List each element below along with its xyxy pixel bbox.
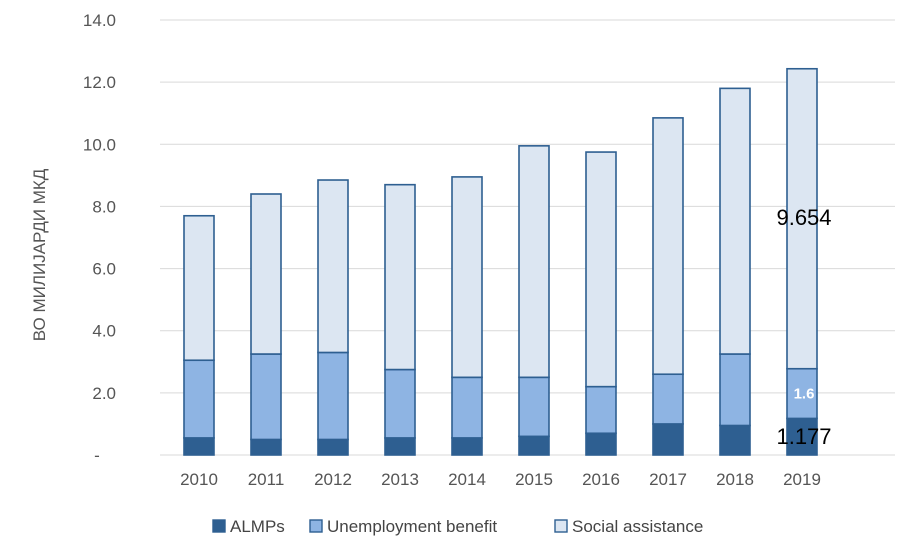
x-tick-label: 2018 bbox=[716, 470, 754, 489]
data-label: 1.177 bbox=[776, 424, 831, 449]
bar-segment-almps bbox=[250, 438, 282, 456]
x-tick-label: 2010 bbox=[180, 470, 218, 489]
y-tick-label: 12.0 bbox=[83, 73, 116, 92]
legend-label: Social assistance bbox=[572, 517, 703, 536]
y-tick-label: 4.0 bbox=[92, 322, 116, 341]
bar-segment-social-assistance bbox=[652, 117, 684, 376]
x-tick-label: 2013 bbox=[381, 470, 419, 489]
legend-swatch bbox=[554, 519, 568, 533]
legend-swatch bbox=[212, 519, 226, 533]
bar-segment-social-assistance bbox=[786, 67, 818, 370]
bar-segment-unemployment-benefit bbox=[451, 376, 483, 439]
x-tick-label: 2016 bbox=[582, 470, 620, 489]
y-tick-label: - bbox=[94, 446, 100, 465]
bar-segment-almps bbox=[384, 437, 416, 456]
bar-segment-social-assistance bbox=[250, 193, 282, 355]
bar-segment-unemployment-benefit bbox=[585, 385, 617, 435]
legend: ALMPs Unemployment benefit Social assistan… bbox=[212, 517, 703, 536]
bars bbox=[183, 67, 818, 456]
y-axis-ticks: - 2.0 4.0 6.0 8.0 10.0 12.0 14.0 bbox=[83, 11, 116, 465]
bar-segment-almps bbox=[451, 437, 483, 456]
bar-segment-unemployment-benefit bbox=[317, 351, 349, 441]
bar-segment-unemployment-benefit bbox=[250, 353, 282, 441]
bar-segment-unemployment-benefit bbox=[518, 376, 550, 438]
bar-segment-almps bbox=[585, 432, 617, 456]
y-axis-label: ВО МИЛИЈАРДИ МКД bbox=[30, 168, 49, 341]
y-tick-label: 6.0 bbox=[92, 260, 116, 279]
legend-label: ALMPs bbox=[230, 517, 285, 536]
bar-segment-social-assistance bbox=[183, 214, 215, 362]
bar-segment-social-assistance bbox=[518, 145, 550, 379]
data-label: 1.6 bbox=[794, 386, 815, 403]
bar-segment-unemployment-benefit bbox=[652, 373, 684, 425]
x-tick-label: 2011 bbox=[248, 470, 285, 489]
x-tick-label: 2019 bbox=[783, 470, 821, 489]
bar-segment-almps bbox=[317, 438, 349, 456]
bar-segment-social-assistance bbox=[317, 179, 349, 354]
bar-segment-unemployment-benefit bbox=[786, 367, 818, 420]
bar-segment-almps bbox=[183, 437, 215, 456]
x-axis-ticks: 2010 2011 2012 2013 2014 2015 2016 2017 2018 2019 bbox=[180, 470, 821, 489]
data-labels: 9.654 1.6 1.177 bbox=[776, 205, 831, 449]
bar-segment-almps bbox=[518, 435, 550, 456]
x-tick-label: 2012 bbox=[314, 470, 352, 489]
legend-swatch bbox=[309, 519, 323, 533]
bar-segment-social-assistance bbox=[719, 87, 751, 355]
legend-label: Unemployment benefit bbox=[327, 517, 497, 536]
bar-segment-almps bbox=[652, 423, 684, 456]
bar-segment-social-assistance bbox=[384, 183, 416, 371]
bar-segment-unemployment-benefit bbox=[384, 368, 416, 439]
bar-segment-social-assistance bbox=[585, 151, 617, 388]
data-label: 9.654 bbox=[776, 205, 831, 230]
x-tick-label: 2015 bbox=[515, 470, 553, 489]
y-tick-label: 8.0 bbox=[92, 197, 116, 216]
y-tick-label: 14.0 bbox=[83, 11, 116, 30]
y-tick-label: 10.0 bbox=[83, 135, 116, 154]
bar-segment-social-assistance bbox=[451, 176, 483, 379]
bar-segment-unemployment-benefit bbox=[183, 359, 215, 439]
x-tick-label: 2017 bbox=[649, 470, 687, 489]
x-tick-label: 2014 bbox=[448, 470, 486, 489]
y-tick-label: 2.0 bbox=[92, 384, 116, 403]
bar-segment-almps bbox=[719, 424, 751, 456]
bar-segment-almps bbox=[786, 417, 818, 456]
bar-segment-unemployment-benefit bbox=[719, 353, 751, 427]
